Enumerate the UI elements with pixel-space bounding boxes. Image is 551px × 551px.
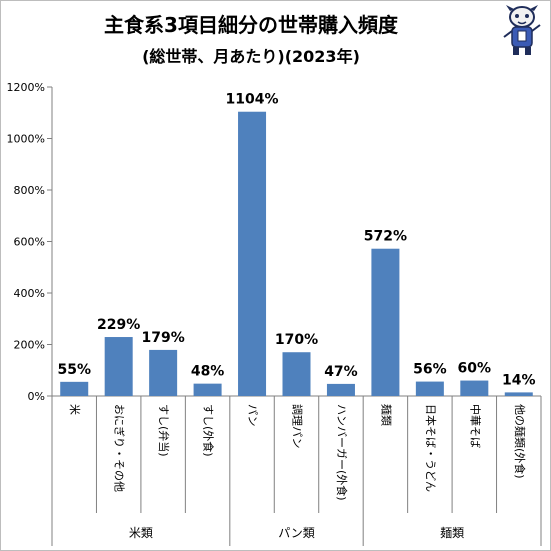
category-label: 日本そば・うどん — [424, 404, 438, 492]
category-label: すし(弁当) — [157, 404, 171, 457]
group-label: パン類 — [278, 526, 315, 540]
y-tick-label: 800% — [14, 184, 45, 197]
data-label: 170% — [275, 332, 318, 348]
y-tick-label: 1000% — [7, 133, 45, 146]
mascot-logo — [503, 5, 541, 55]
category-label: パン — [246, 404, 259, 427]
chart-subtitle: (総世帯、月あたり)(2023年) — [142, 47, 360, 66]
data-label: 572% — [364, 229, 407, 245]
data-label: 14% — [502, 372, 536, 388]
y-tick-label: 1200% — [7, 81, 45, 94]
y-tick-label: 400% — [14, 287, 45, 300]
bar — [104, 337, 133, 396]
data-label: 229% — [97, 317, 140, 333]
y-tick-label: 200% — [14, 339, 45, 352]
category-label: 麺類 — [379, 404, 392, 426]
bar — [238, 111, 267, 396]
y-tick-label: 0% — [28, 390, 45, 403]
group-label: 麺類 — [440, 526, 464, 540]
bar — [326, 383, 355, 396]
bar — [193, 383, 222, 396]
data-label: 48% — [191, 364, 225, 380]
category-label: 調理パン — [291, 404, 305, 449]
data-label: 60% — [458, 361, 492, 377]
bar — [415, 381, 444, 396]
y-tick-label: 600% — [14, 236, 45, 249]
bar — [504, 392, 533, 396]
chart-title: 主食系3項目細分の世帯購入頻度 — [104, 13, 398, 37]
bar — [60, 381, 89, 396]
bar — [460, 380, 489, 396]
data-label: 55% — [57, 362, 91, 378]
data-label: 1104% — [226, 92, 279, 108]
category-label: すし(外食) — [202, 404, 216, 457]
category-label: おにぎり・その他 — [113, 404, 127, 492]
bar — [149, 349, 178, 396]
data-label: 47% — [324, 364, 358, 380]
group-label: 米類 — [129, 526, 153, 540]
category-label: ハンバーガー(外食) — [335, 404, 349, 501]
category-label: 中華そば — [468, 404, 481, 448]
category-label: 米 — [68, 404, 81, 415]
data-label: 56% — [413, 362, 447, 378]
bar — [371, 248, 400, 396]
bar — [282, 352, 311, 396]
category-label: 他の麺類(外食) — [513, 404, 527, 479]
data-label: 179% — [142, 330, 185, 346]
